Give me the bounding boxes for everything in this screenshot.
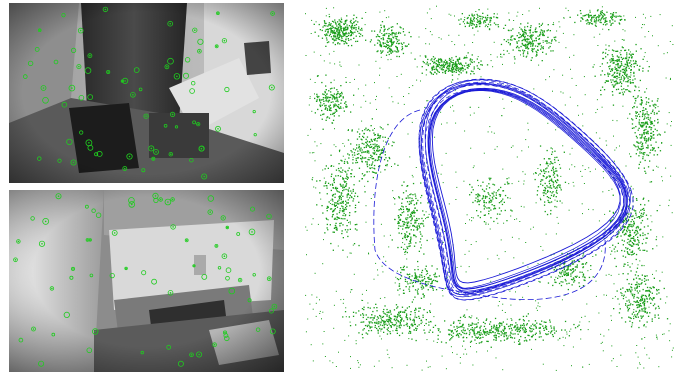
- camera-frame-bottom: [9, 190, 284, 372]
- feature-points-top: [22, 6, 275, 180]
- point-cloud-map: [300, 0, 678, 375]
- camera-frame-top: [9, 3, 284, 183]
- camera-frame-bottom-image: [9, 190, 284, 372]
- camera-trajectory: [373, 78, 634, 301]
- camera-frame-top-image: [9, 3, 284, 183]
- map-points: [305, 5, 674, 371]
- feature-points-bottom: [13, 192, 278, 367]
- point-cloud-map-canvas: [305, 5, 674, 371]
